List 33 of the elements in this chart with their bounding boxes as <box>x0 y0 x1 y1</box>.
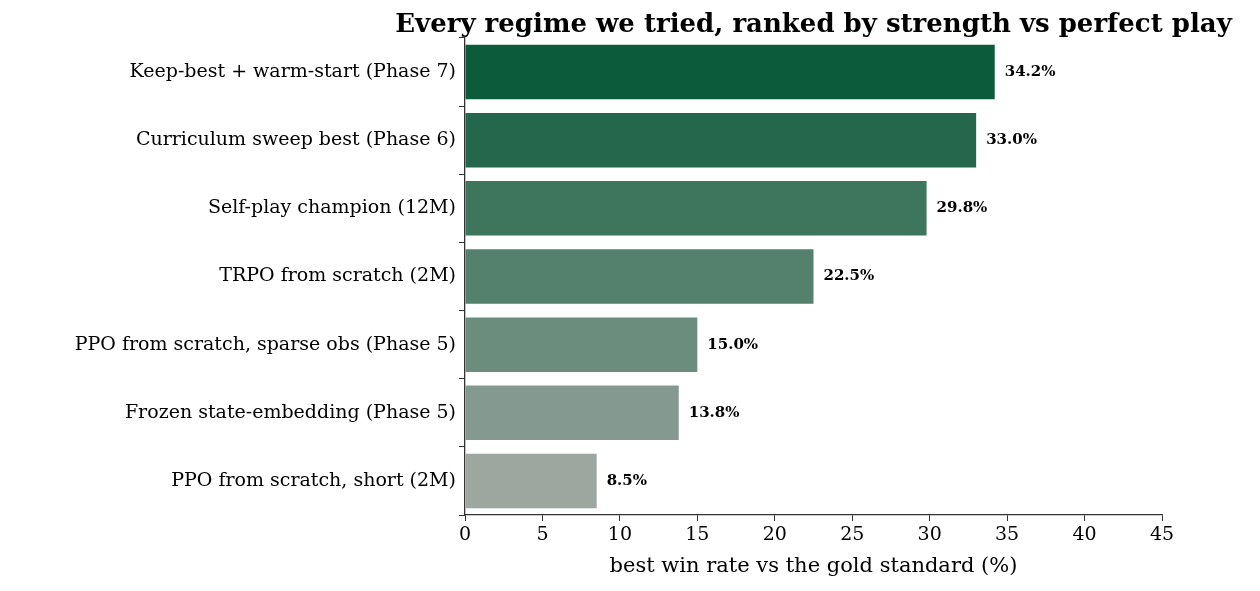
y-tick-label: TRPO from scratch (2M) <box>219 263 456 286</box>
x-tick-label: 0 <box>458 522 472 545</box>
data-label: 34.2% <box>1004 61 1056 80</box>
x-tick-label: 15 <box>685 522 710 545</box>
x-tick-label: 45 <box>1149 522 1175 545</box>
y-tick-label: PPO from scratch, short (2M) <box>171 467 456 490</box>
y-tick-label: PPO from scratch, sparse obs (Phase 5) <box>74 331 456 354</box>
data-label: 22.5% <box>823 266 875 285</box>
chart-title: Every regime we tried, ranked by strength vs perfect play <box>395 8 1233 38</box>
data-label: 13.8% <box>688 402 740 421</box>
y-tick-label: Keep-best + warm-start (Phase 7) <box>129 59 456 82</box>
x-tick-label: 30 <box>917 522 942 545</box>
x-tick-label: 40 <box>1072 522 1097 545</box>
data-label: 29.8% <box>936 198 988 217</box>
x-axis-title: best win rate vs the gold standard (%) <box>609 552 1018 577</box>
x-tick-label: 20 <box>762 522 787 545</box>
bar <box>465 181 927 236</box>
bar <box>465 112 977 168</box>
bar <box>465 385 679 441</box>
bar <box>465 317 698 372</box>
y-tick-label: Frozen state-embedding (Phase 5) <box>124 399 456 422</box>
data-label: 15.0% <box>707 334 759 353</box>
data-label: 33.0% <box>986 130 1037 149</box>
x-tick-label: 10 <box>607 522 632 545</box>
x-tick-label: 25 <box>840 522 865 545</box>
bar <box>465 453 597 509</box>
y-tick-label: Self-play champion (12M) <box>207 195 456 218</box>
x-tick-label: 5 <box>536 522 549 545</box>
data-label: 8.5% <box>606 470 648 489</box>
bar <box>465 44 995 100</box>
x-tick-label: 35 <box>995 522 1020 545</box>
y-tick-label: Curriculum sweep best (Phase 6) <box>135 127 456 150</box>
bar <box>465 249 814 304</box>
